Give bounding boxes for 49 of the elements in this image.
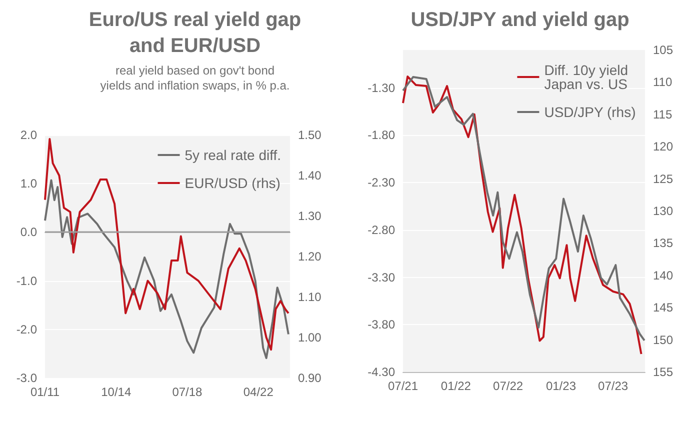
y2-tick-label: 125: [653, 172, 674, 186]
y-tick-label: -1.80: [368, 128, 396, 142]
y2-tick-label: 135: [653, 236, 674, 250]
y2-tick-label: 1.10: [298, 290, 322, 304]
x-tick-label: 01/23: [546, 379, 576, 393]
y-tick-label: -2.0: [16, 322, 38, 336]
y-tick-label: -2.30: [368, 176, 396, 190]
y2-tick-label: 1.00: [298, 330, 322, 344]
legend-label: Diff. 10y yield Japan vs. US: [544, 62, 628, 92]
y-tick-label: -3.30: [368, 270, 396, 284]
line-series: [44, 179, 290, 360]
y2-tick-label: 110: [653, 75, 672, 90]
y-tick-label: -2.80: [368, 222, 396, 237]
y2-tick-label: 130: [653, 204, 674, 218]
line-series: [44, 138, 290, 351]
y-tick-label: -3.80: [368, 318, 396, 332]
x-tick-label: 07/21: [388, 379, 418, 393]
y2-tick-label: 150: [653, 332, 674, 347]
legend-label: USD/JPY (rhs): [544, 104, 636, 120]
y2-tick-label: 1.20: [298, 250, 322, 264]
y2-tick-label: 1.30: [298, 209, 322, 223]
y2-tick-label: 120: [653, 140, 674, 154]
y-tick-label: -4.30: [368, 365, 396, 379]
chart-title: USD/JPY and yield gap: [410, 9, 630, 31]
y2-tick-label: 155: [653, 365, 674, 379]
y-tick-label: 1.0: [20, 176, 38, 191]
y2-tick-label: 140: [653, 268, 674, 282]
x-tick-label: 10/14: [101, 385, 132, 399]
x-tick-label: 07/23: [598, 379, 628, 393]
y2-tick-label: 115: [653, 107, 672, 122]
x-tick-label: 07/22: [493, 379, 524, 393]
chart-subtitle: real yield based on gov't bond yields and inflation swaps, in % p.a.: [100, 64, 290, 92]
y-tick-label: 0.0: [20, 225, 38, 240]
y-tick-label: -3.0: [16, 371, 38, 385]
y2-tick-label: 1.40: [298, 168, 322, 182]
y-tick-label: 2.0: [20, 128, 38, 142]
legend-label: 5y real rate diff.: [184, 147, 282, 163]
x-tick-label: 01/11: [30, 385, 60, 399]
x-tick-label: 01/22: [440, 379, 472, 393]
y2-tick-label: 1.50: [298, 128, 322, 142]
x-tick-label: 07/18: [172, 385, 203, 399]
y2-tick-label: 0.90: [298, 371, 322, 385]
y-tick-label: -1.30: [368, 80, 396, 95]
x-tick-label: 04/22: [243, 385, 274, 399]
y2-tick-label: 145: [653, 300, 674, 315]
legend-label: EUR/USD (rhs): [184, 175, 280, 191]
y2-tick-label: 105: [653, 43, 674, 57]
y-tick-label: -1.0: [16, 274, 38, 288]
chart-title: Euro/US real yield gap and EUR/USD: [88, 9, 302, 57]
